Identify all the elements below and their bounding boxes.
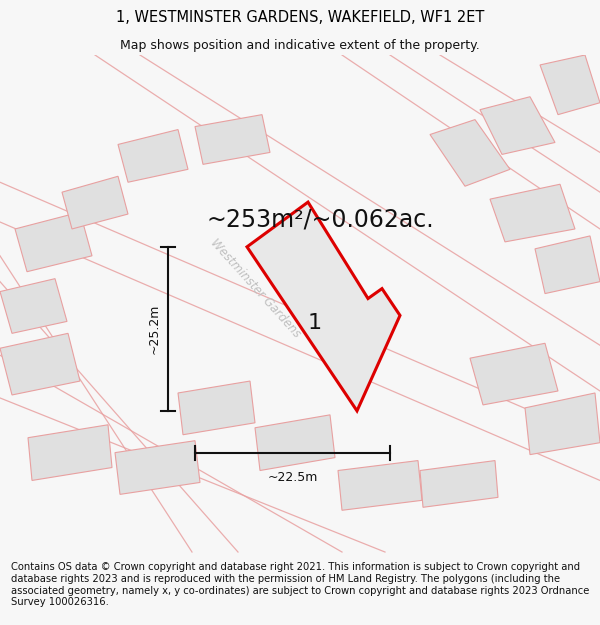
Polygon shape (490, 184, 575, 242)
Polygon shape (535, 236, 600, 294)
Text: 1: 1 (308, 313, 322, 333)
Polygon shape (118, 129, 188, 182)
Polygon shape (62, 176, 128, 229)
Polygon shape (420, 461, 498, 508)
Text: 1, WESTMINSTER GARDENS, WAKEFIELD, WF1 2ET: 1, WESTMINSTER GARDENS, WAKEFIELD, WF1 2… (116, 10, 484, 25)
Polygon shape (0, 333, 80, 395)
Text: Map shows position and indicative extent of the property.: Map shows position and indicative extent… (120, 39, 480, 51)
Polygon shape (0, 279, 67, 333)
Polygon shape (178, 381, 255, 435)
Text: Contains OS data © Crown copyright and database right 2021. This information is : Contains OS data © Crown copyright and d… (11, 562, 589, 608)
Polygon shape (255, 415, 335, 471)
Polygon shape (525, 393, 600, 454)
Text: ~253m²/~0.062ac.: ~253m²/~0.062ac. (206, 207, 434, 231)
Polygon shape (470, 343, 558, 405)
Polygon shape (338, 461, 422, 510)
Polygon shape (15, 212, 92, 272)
Polygon shape (195, 114, 270, 164)
Text: Westminster Gardens: Westminster Gardens (208, 237, 302, 341)
Polygon shape (115, 441, 200, 494)
Polygon shape (430, 119, 510, 186)
Polygon shape (247, 202, 400, 411)
Polygon shape (28, 425, 112, 481)
Polygon shape (540, 55, 600, 114)
Polygon shape (480, 97, 555, 154)
Text: ~22.5m: ~22.5m (268, 471, 317, 484)
Text: ~25.2m: ~25.2m (148, 304, 161, 354)
